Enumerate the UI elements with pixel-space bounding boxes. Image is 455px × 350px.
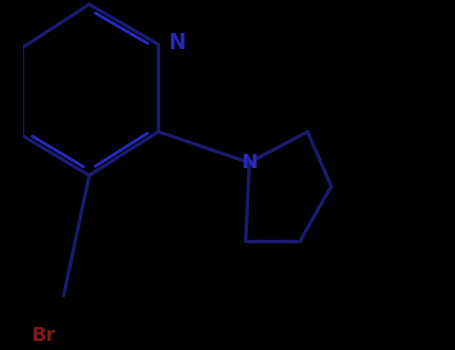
Text: N: N (168, 33, 186, 53)
Text: N: N (241, 153, 258, 172)
Text: Br: Br (31, 326, 56, 345)
